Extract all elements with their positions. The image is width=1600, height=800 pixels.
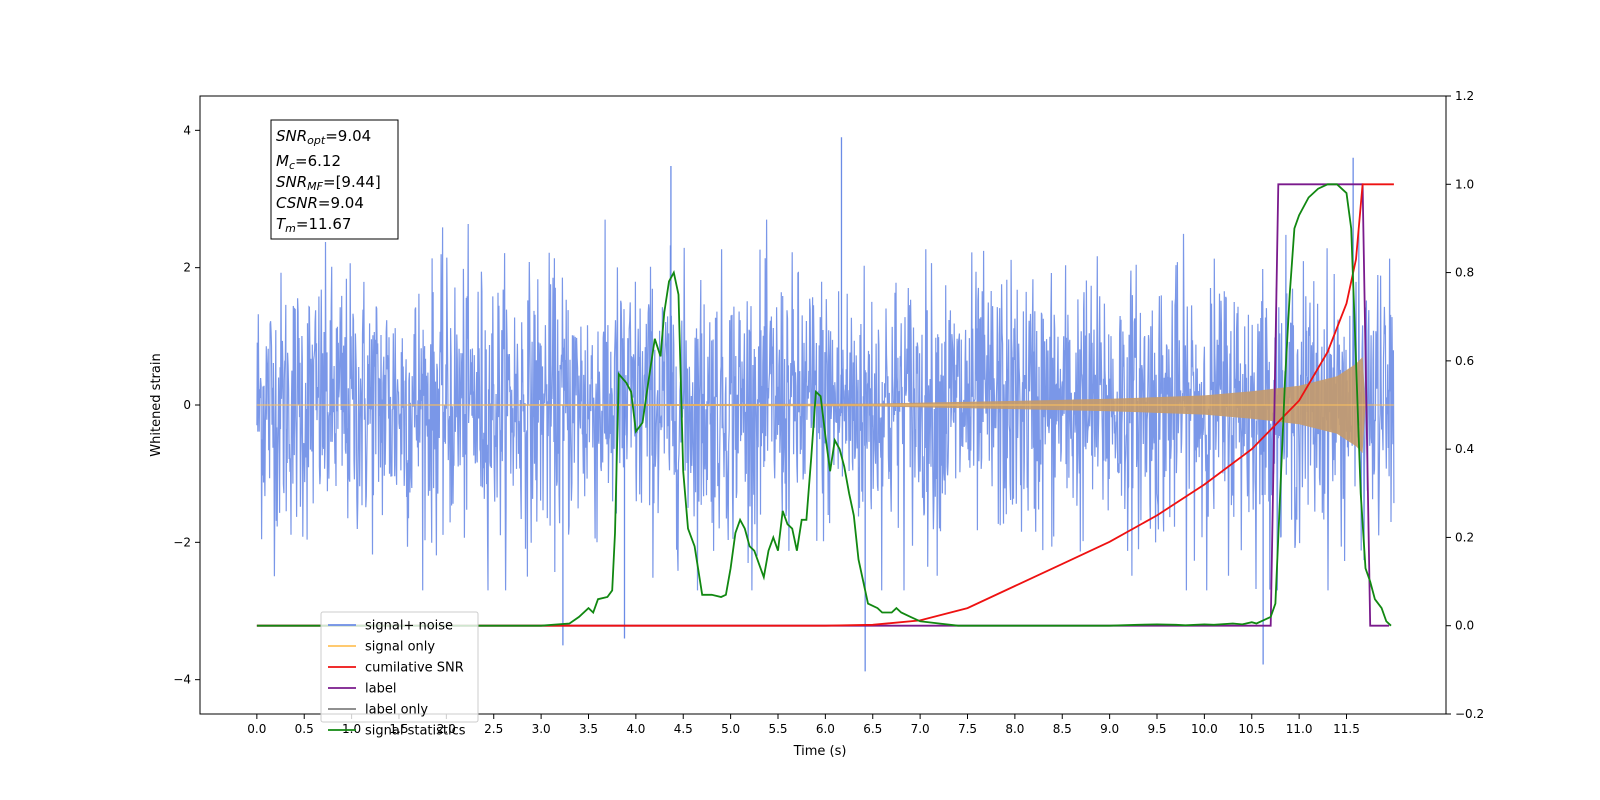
legend-label: label only — [365, 703, 428, 718]
x-tick-label: 9.0 — [1100, 722, 1119, 736]
x-tick-label: 1.5 — [389, 722, 408, 736]
y-left-tick-label: −4 — [173, 673, 191, 687]
overlay-lines — [256, 183, 1394, 627]
x-tick-label: 4.0 — [626, 722, 645, 736]
info-snr-mf: SNRMF=[9.44] — [276, 173, 381, 193]
signal-only-series — [256, 356, 1394, 454]
x-tick-label: 5.5 — [768, 722, 787, 736]
info-snr-opt: SNRopt=9.04 — [276, 127, 371, 147]
y-right-tick-label: 1.2 — [1455, 89, 1474, 103]
x-tick-label: 2.5 — [484, 722, 503, 736]
x-tick-label: 7.5 — [958, 722, 977, 736]
cumulative-snr-series — [256, 183, 1394, 627]
x-tick-label: 11.0 — [1286, 722, 1313, 736]
y-left-tick-label: 2 — [183, 261, 191, 275]
y-right-tick-label: 0.8 — [1455, 266, 1474, 280]
y-right-tick-label: 0.4 — [1455, 442, 1474, 456]
x-tick-label: 5.0 — [721, 722, 740, 736]
y-right-tick-label: 0.6 — [1455, 354, 1474, 368]
x-tick-label: 9.5 — [1147, 722, 1166, 736]
y-left-tick-label: 4 — [183, 123, 191, 137]
x-tick-label: 3.5 — [579, 722, 598, 736]
y-axis-left-ticks: −4 −2 0 2 4 — [173, 123, 200, 687]
x-tick-label: 6.0 — [816, 722, 835, 736]
legend-label: label — [365, 682, 396, 697]
y-left-tick-label: 0 — [183, 398, 191, 412]
x-tick-label: 0.0 — [247, 722, 266, 736]
info-box: SNRopt=9.04 Mc=6.12 SNRMF=[9.44] CSNR=9.… — [270, 119, 399, 240]
x-tick-label: 0.5 — [295, 722, 314, 736]
y-axis-right-ticks: −0.2 0.0 0.2 0.4 0.6 0.8 1.0 1.2 — [1446, 89, 1484, 721]
y-axis-label: Whitened strain — [149, 353, 164, 456]
x-axis-ticks: 0.0 0.5 1.0 1.5 2.0 2.5 3.0 3.5 4.0 4.5 5.0 5.5 6.0 6… — [247, 714, 1360, 736]
legend-label: cumilative SNR — [365, 661, 464, 676]
info-csnr: CSNR=9.04 — [276, 194, 364, 212]
info-mc: Mc=6.12 — [276, 152, 341, 172]
legend: signal+ noise signal only cumilative SNR la… — [320, 611, 479, 739]
x-tick-label: 10.0 — [1191, 722, 1218, 736]
y-right-tick-label: 1.0 — [1455, 177, 1474, 191]
legend-label: signal only — [365, 640, 435, 655]
y-right-tick-label: −0.2 — [1455, 707, 1484, 721]
signal-statistics-series — [256, 183, 1392, 627]
y-left-tick-label: −2 — [173, 535, 191, 549]
x-axis-label: Time (s) — [793, 744, 847, 759]
legend-label: signal+ noise — [365, 619, 453, 634]
x-tick-label: 6.5 — [863, 722, 882, 736]
x-tick-label: 4.5 — [674, 722, 693, 736]
x-tick-label: 7.0 — [911, 722, 930, 736]
x-tick-label: 8.5 — [1053, 722, 1072, 736]
signal-noise-trace — [256, 219, 1395, 591]
x-tick-label: 11.5 — [1333, 722, 1360, 736]
x-tick-label: 1.0 — [342, 722, 361, 736]
info-tm: Tm=11.67 — [276, 215, 351, 235]
legend-label: signal statistics — [365, 724, 466, 739]
x-tick-label: 2.0 — [437, 722, 456, 736]
y-right-tick-label: 0.0 — [1455, 619, 1474, 633]
x-tick-label: 8.0 — [1005, 722, 1024, 736]
y-right-tick-label: 0.2 — [1455, 530, 1474, 544]
signal-noise-series — [256, 137, 1395, 672]
x-tick-label: 3.0 — [532, 722, 551, 736]
x-tick-label: 10.5 — [1238, 722, 1265, 736]
